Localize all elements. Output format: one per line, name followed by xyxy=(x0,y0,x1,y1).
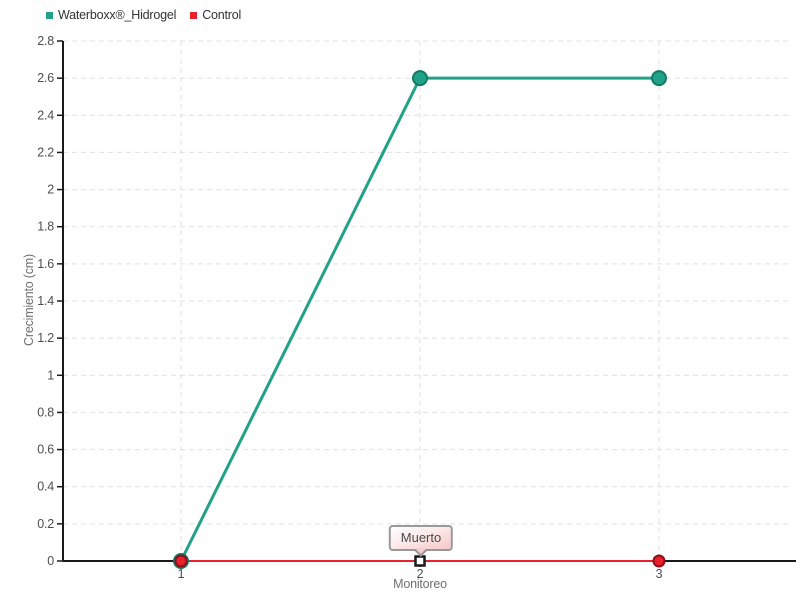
y-tick-label: 1.6 xyxy=(37,257,54,271)
x-tick-label: 1 xyxy=(178,567,185,581)
data-point[interactable] xyxy=(651,70,667,87)
data-point[interactable] xyxy=(652,554,666,568)
y-tick-label: 0.4 xyxy=(37,480,54,494)
data-point[interactable] xyxy=(174,554,188,568)
y-axis-title: Crecimiento (cm) xyxy=(22,254,36,346)
legend-label-waterboxx: Waterboxx®_Hidrogel xyxy=(58,8,177,22)
data-point[interactable] xyxy=(412,70,428,87)
control-series-swatch-icon xyxy=(190,11,198,19)
y-tick-label: 1.2 xyxy=(37,331,54,345)
legend-label-control: Control xyxy=(202,8,242,22)
waterboxx-series-swatch-icon xyxy=(46,11,53,19)
muerto-tooltip: Muerto xyxy=(388,525,454,551)
x-axis-title: Monitoreo xyxy=(393,577,447,591)
y-tick-label: 0.6 xyxy=(37,443,54,457)
y-tick-label: 2 xyxy=(47,183,54,197)
y-tick-label: 2.4 xyxy=(37,108,54,122)
y-tick-label: 2.2 xyxy=(37,145,54,159)
y-tick-label: 0.8 xyxy=(37,405,54,419)
y-tick-label: 1.4 xyxy=(37,294,54,308)
x-tick-label: 3 xyxy=(656,567,663,581)
chart-legend: Waterboxx®_Hidrogel Control xyxy=(46,8,241,22)
y-tick-label: 2.6 xyxy=(37,71,54,85)
y-tick-label: 0.2 xyxy=(37,517,54,531)
y-tick-label: 1.8 xyxy=(37,220,54,234)
y-tick-label: 2.8 xyxy=(37,34,54,48)
y-tick-label: 1 xyxy=(47,368,54,382)
legend-item-waterboxx-hidrogel[interactable]: Waterboxx®_Hidrogel xyxy=(46,8,176,22)
x-tick-label: 2 xyxy=(417,567,424,581)
legend-item-control[interactable]: Control xyxy=(190,8,241,22)
y-tick-label: 0 xyxy=(47,554,54,568)
